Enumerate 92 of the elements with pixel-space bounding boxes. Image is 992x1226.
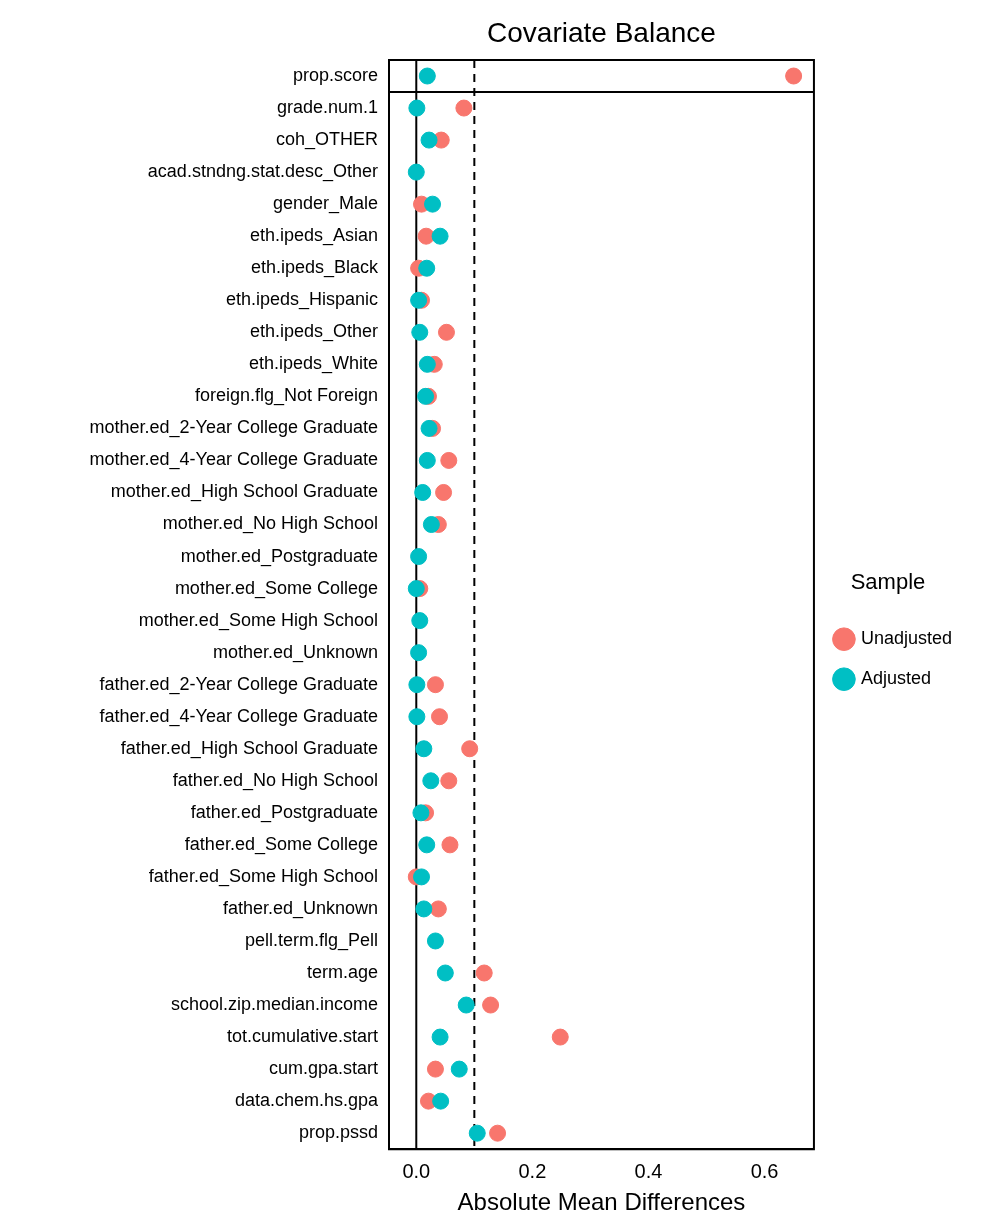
- y-tick-label: data.chem.hs.gpa: [234, 1090, 379, 1111]
- legend-label: Adjusted: [860, 668, 931, 689]
- point: [475, 964, 493, 982]
- y-tick-label: pell.term.flg_Pell: [244, 929, 378, 951]
- chart-title: Covariate Balance: [487, 16, 716, 48]
- point: [407, 580, 425, 598]
- point: [431, 708, 449, 726]
- y-tick-label: gender_Male: [272, 193, 378, 215]
- y-tick-label: tot.cumulative.start: [226, 1026, 378, 1047]
- point: [482, 996, 500, 1014]
- point: [411, 612, 429, 630]
- x-tick-label: 0.2: [518, 1159, 547, 1182]
- y-tick-label: mother.ed_Unknown: [212, 641, 378, 663]
- point: [785, 67, 803, 85]
- point: [408, 676, 426, 694]
- y-tick-label: mother.ed_No High School: [162, 513, 378, 535]
- point: [426, 1060, 444, 1078]
- x-axis-title: Absolute Mean Differences: [457, 1188, 746, 1216]
- point: [431, 227, 449, 245]
- y-tick-label: mother.ed_Some High School: [138, 609, 378, 631]
- point: [418, 451, 436, 469]
- point: [440, 451, 458, 469]
- legend-title: Sample: [850, 568, 926, 594]
- point: [413, 868, 431, 886]
- point: [440, 772, 458, 790]
- y-tick-label: prop.pssd: [298, 1122, 378, 1143]
- y-tick-label: term.age: [306, 961, 378, 982]
- point: [450, 1060, 468, 1078]
- y-tick-label: mother.ed_High School Graduate: [110, 481, 378, 503]
- y-tick-label: cum.gpa.start: [268, 1058, 378, 1079]
- y-tick-label: coh_OTHER: [275, 129, 378, 151]
- point: [422, 516, 440, 534]
- y-tick-label: eth.ipeds_Hispanic: [225, 289, 378, 311]
- point: [435, 483, 453, 501]
- point: [418, 259, 436, 277]
- y-tick-label: father.ed_No High School: [172, 769, 378, 791]
- point: [424, 195, 442, 213]
- point: [408, 708, 426, 726]
- point: [410, 644, 428, 662]
- point: [420, 419, 438, 437]
- y-tick-label: father.ed_Some College: [184, 833, 378, 855]
- y-tick-label: acad.stndng.stat.desc_Other: [147, 161, 378, 183]
- point: [418, 355, 436, 373]
- point: [455, 99, 473, 117]
- point: [489, 1124, 507, 1142]
- y-tick-label: father.ed_High School Graduate: [120, 737, 378, 759]
- x-tick-label: 0.6: [750, 1159, 779, 1182]
- point: [551, 1028, 569, 1046]
- y-tick-label: father.ed_4-Year College Graduate: [99, 705, 378, 727]
- y-tick-label: father.ed_2-Year College Graduate: [99, 673, 378, 695]
- y-tick-label: father.ed_Some High School: [148, 865, 378, 887]
- point: [410, 548, 428, 566]
- point: [414, 483, 432, 501]
- point: [412, 804, 430, 822]
- y-tick-label: mother.ed_Postgraduate: [180, 545, 378, 567]
- point: [415, 740, 433, 758]
- point: [468, 1124, 486, 1142]
- legend-label: Unadjusted: [860, 628, 953, 649]
- point: [429, 900, 447, 918]
- point: [415, 900, 433, 918]
- y-tick-label: grade.num.1: [276, 97, 378, 118]
- y-tick-label: mother.ed_2-Year College Graduate: [89, 417, 378, 439]
- point: [418, 67, 436, 85]
- point: [432, 1092, 450, 1110]
- y-tick-label: eth.ipeds_White: [248, 353, 378, 375]
- y-tick-label: father.ed_Unknown: [222, 897, 378, 919]
- point: [407, 163, 425, 181]
- point: [418, 836, 436, 854]
- y-tick-label: mother.ed_Some College: [174, 577, 378, 599]
- y-tick-label: eth.ipeds_Other: [249, 321, 378, 343]
- point: [411, 323, 429, 341]
- point: [436, 964, 454, 982]
- point: [461, 740, 479, 758]
- y-tick-label: foreign.flg_Not Foreign: [194, 385, 378, 407]
- y-tick-label: father.ed_Postgraduate: [190, 801, 378, 823]
- point: [441, 836, 459, 854]
- point: [408, 99, 426, 117]
- point: [417, 227, 435, 245]
- x-tick-label: 0.0: [402, 1159, 431, 1182]
- point: [431, 1028, 449, 1046]
- point: [426, 676, 444, 694]
- point: [420, 131, 438, 149]
- y-tick-label: eth.ipeds_Asian: [249, 225, 378, 247]
- y-tick-label: school.zip.median.income: [170, 994, 378, 1015]
- y-tick-label: mother.ed_4-Year College Graduate: [89, 449, 378, 471]
- y-tick-label: prop.score: [292, 64, 378, 85]
- y-tick-label: eth.ipeds_Black: [250, 257, 379, 279]
- point: [422, 772, 440, 790]
- point: [437, 323, 455, 341]
- x-tick-label: 0.4: [634, 1159, 663, 1182]
- point: [426, 932, 444, 950]
- point: [457, 996, 475, 1014]
